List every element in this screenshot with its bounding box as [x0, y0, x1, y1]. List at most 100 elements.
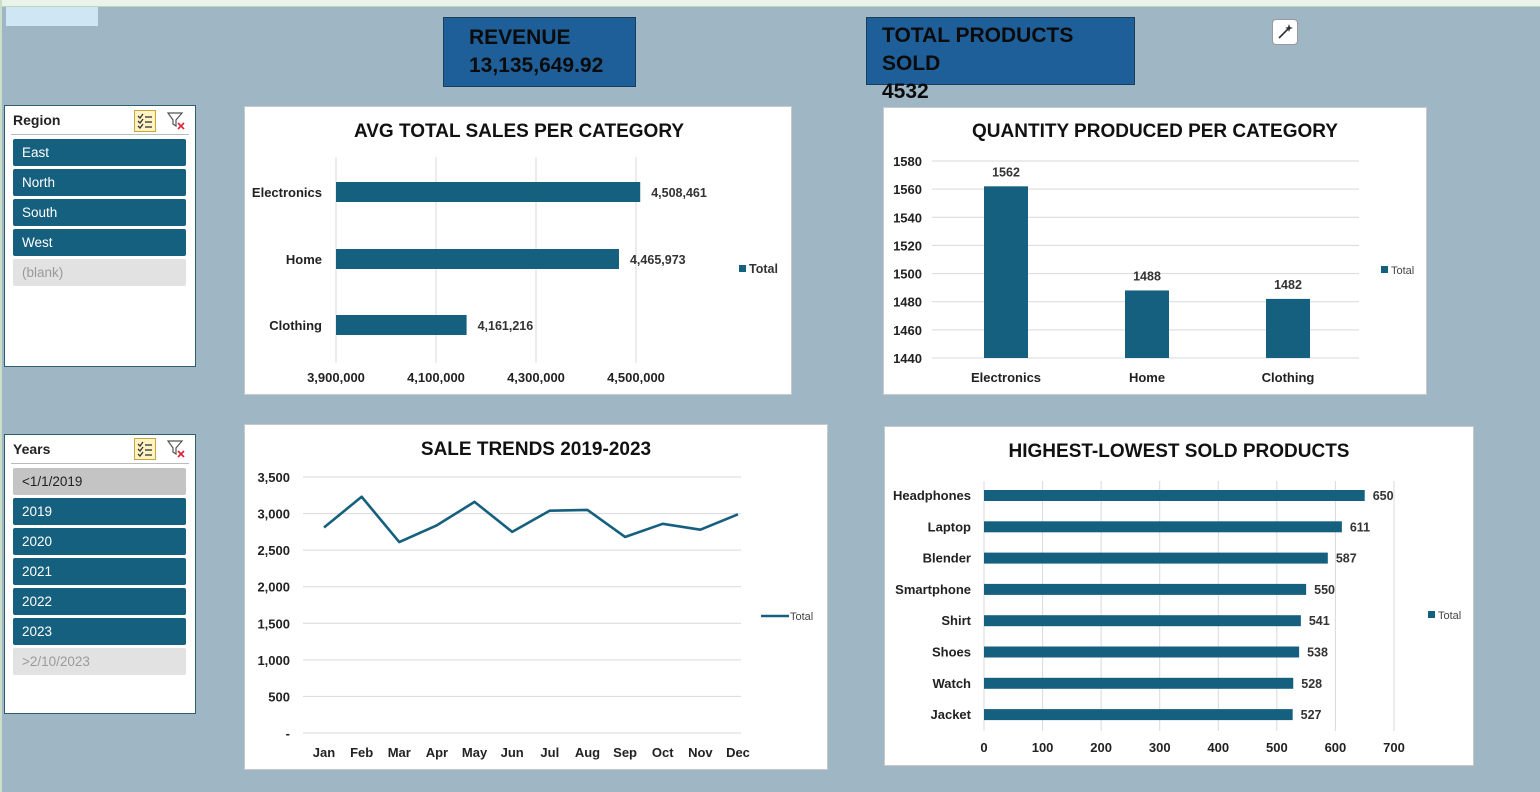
x-tick-label: May — [462, 745, 488, 760]
y-tick-label: 1500 — [893, 267, 922, 282]
bar — [984, 615, 1301, 627]
region-slicer-title: Region — [13, 112, 61, 128]
category-label: Electronics — [252, 185, 322, 200]
bar — [984, 490, 1365, 501]
x-tick-label: Feb — [350, 745, 373, 760]
qty-produced-chart[interactable]: QUANTITY PRODUCED PER CATEGORY 1440 1460 14… — [883, 107, 1427, 395]
legend-label: Total — [749, 262, 778, 276]
category-label: Jacket — [931, 707, 972, 722]
x-tick-label: Oct — [652, 745, 674, 760]
region-slicer-item[interactable]: East — [13, 139, 186, 166]
y-tick-label: 1560 — [893, 182, 922, 197]
years-slicer-item[interactable]: 2019 — [13, 498, 186, 525]
sheet-row-header-strip — [0, 0, 2, 792]
y-tick-label: 3,500 — [257, 470, 290, 485]
bar — [984, 583, 1307, 595]
y-tick-label: 1440 — [893, 351, 922, 366]
x-tick-label: Jan — [313, 745, 335, 760]
chart-title: SALE TRENDS 2019-2023 — [421, 439, 651, 460]
legend-swatch — [1381, 266, 1388, 273]
chart-title: AVG TOTAL SALES PER CATEGORY — [354, 121, 684, 142]
sale-trends-chart[interactable]: SALE TRENDS 2019-2023 - 500 1,000 1,500 2,000… — [244, 424, 828, 770]
category-label: Blender — [923, 551, 971, 566]
bar — [984, 552, 1328, 564]
data-label: 550 — [1314, 583, 1335, 597]
data-label: 541 — [1309, 614, 1330, 628]
data-label: 1488 — [1133, 269, 1161, 283]
category-label: Laptop — [928, 519, 971, 534]
clear-filter-icon[interactable] — [165, 438, 187, 460]
years-slicer-title: Years — [13, 441, 51, 457]
data-label: 650 — [1373, 489, 1394, 503]
data-label: 538 — [1307, 646, 1328, 660]
y-tick-label: 1,500 — [257, 616, 290, 631]
region-slicer-item[interactable]: (blank) — [13, 259, 186, 286]
x-tick-label: 400 — [1207, 740, 1229, 755]
chart-title: HIGHEST-LOWEST SOLD PRODUCTS — [1009, 441, 1350, 462]
bar — [984, 521, 1342, 533]
clear-filter-icon[interactable] — [165, 110, 187, 132]
years-slicer-item[interactable]: <1/1/2019 — [13, 468, 186, 495]
avg-sales-chart[interactable]: AVG TOTAL SALES PER CATEGORY 3,900,000 4,1… — [244, 106, 792, 395]
sheet-column-header-strip — [0, 0, 1540, 7]
y-tick-label: 1540 — [893, 210, 922, 225]
quick-analysis-button[interactable] — [1272, 19, 1298, 45]
y-tick-label: 1,000 — [257, 653, 290, 668]
x-tick-label: 200 — [1090, 740, 1112, 755]
y-tick-label: 1520 — [893, 238, 922, 253]
x-tick-label: 4,500,000 — [607, 370, 665, 385]
multi-select-icon[interactable] — [134, 438, 156, 460]
revenue-label: REVENUE — [469, 26, 571, 49]
bar — [984, 646, 1300, 658]
years-slicer-item[interactable]: 2022 — [13, 588, 186, 615]
category-label: Clothing — [269, 318, 322, 333]
sold-products-chart[interactable]: HIGHEST-LOWEST SOLD PRODUCTS 0 100 200 300 40… — [884, 426, 1474, 766]
category-label: Home — [1129, 370, 1165, 385]
y-tick-label: 1580 — [893, 154, 922, 169]
slicer-divider — [11, 134, 189, 135]
data-label: 4,508,461 — [651, 186, 707, 200]
legend-label: Total — [1391, 265, 1414, 277]
region-slicer[interactable]: Region East North South West (blank) — [4, 105, 196, 367]
selected-cell[interactable] — [6, 7, 98, 26]
y-tick-label: 3,000 — [257, 507, 290, 522]
region-slicer-item[interactable]: West — [13, 229, 186, 256]
x-tick-label: 700 — [1383, 740, 1405, 755]
bar — [984, 677, 1294, 689]
years-slicer-item[interactable]: >2/10/2023 — [13, 648, 186, 675]
legend-label: Total — [1438, 610, 1461, 622]
x-tick-label: Dec — [726, 745, 750, 760]
data-label: 611 — [1350, 520, 1370, 534]
total-products-label: TOTAL PRODUCTS SOLD — [882, 24, 1074, 75]
x-tick-label: Apr — [426, 745, 448, 760]
magic-wand-icon — [1278, 24, 1293, 39]
series-line — [323, 495, 739, 544]
legend-label: Total — [790, 611, 813, 623]
years-slicer[interactable]: Years <1/1/2019 2019 2020 2021 2022 2023 >2/10… — [4, 434, 196, 714]
region-slicer-item[interactable]: South — [13, 199, 186, 226]
years-slicer-item[interactable]: 2023 — [13, 618, 186, 645]
x-tick-label: Sep — [613, 745, 637, 760]
bar — [1266, 298, 1310, 358]
years-slicer-item[interactable]: 2020 — [13, 528, 186, 555]
multi-select-icon[interactable] — [134, 110, 156, 132]
y-tick-label: - — [286, 726, 290, 741]
total-products-value: 4532 — [882, 80, 929, 103]
x-tick-label: 100 — [1032, 740, 1054, 755]
region-slicer-item[interactable]: North — [13, 169, 186, 196]
revenue-value: 13,135,649.92 — [469, 54, 604, 77]
data-label: 1562 — [992, 165, 1020, 179]
category-label: Watch — [932, 676, 971, 691]
x-tick-label: 500 — [1266, 740, 1288, 755]
years-slicer-item[interactable]: 2021 — [13, 558, 186, 585]
bar — [336, 249, 619, 269]
y-tick-label: 2,000 — [257, 580, 290, 595]
x-tick-label: Jul — [540, 745, 559, 760]
data-label: 4,465,973 — [630, 253, 686, 267]
data-label: 587 — [1336, 552, 1357, 566]
total-products-card: TOTAL PRODUCTS SOLD 4532 — [866, 17, 1135, 103]
category-label: Home — [286, 252, 322, 267]
y-tick-label: 1460 — [893, 323, 922, 338]
category-label: Shirt — [941, 613, 971, 628]
x-tick-label: 4,300,000 — [507, 370, 565, 385]
